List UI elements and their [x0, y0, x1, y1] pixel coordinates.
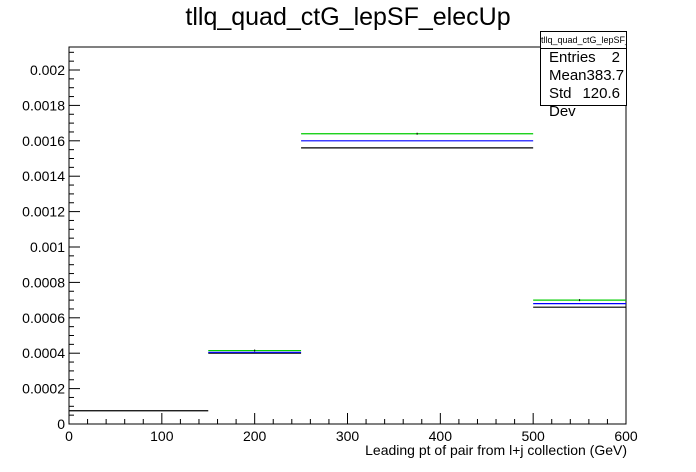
y-tick-label: 0 [57, 416, 65, 432]
stats-value: 120.6 [582, 85, 620, 102]
stats-value: 2 [611, 49, 620, 66]
y-tick-label: 0.0006 [22, 310, 65, 326]
y-tick-label: 0.002 [30, 62, 65, 78]
stats-label: Mean [549, 67, 587, 84]
stats-row-mean: Mean 383.7 [541, 67, 626, 85]
y-tick-label: 0.001 [30, 239, 65, 255]
y-tick-label: 0.0004 [22, 345, 65, 361]
stats-value: 383.7 [586, 67, 625, 84]
y-tick-label: 0.0014 [22, 168, 65, 184]
stats-label: Entries [549, 49, 596, 66]
y-tick-label: 0.0008 [22, 274, 65, 290]
x-tick-label: 600 [614, 428, 638, 444]
y-tick-label: 0.0016 [22, 133, 65, 149]
chart-title: tllq_quad_ctG_lepSF_elecUp [185, 3, 511, 31]
y-tick-label: 0.0018 [22, 97, 65, 113]
x-tick-label: 200 [243, 428, 267, 444]
x-tick-label: 500 [521, 428, 545, 444]
stats-box-title: tllq_quad_ctG_lepSF_elecUp [541, 32, 626, 49]
x-tick-label: 400 [429, 428, 453, 444]
x-tick-label: 300 [336, 428, 360, 444]
x-tick-label: 100 [150, 428, 174, 444]
y-tick-label: 0.0002 [22, 381, 65, 397]
x-axis-label: Leading pt of pair from l+j collection (… [365, 442, 627, 458]
y-tick-label: 0.0012 [22, 204, 65, 220]
stats-label: Std Dev [549, 85, 576, 120]
stats-row-stddev: Std Dev 120.6 [541, 85, 626, 121]
x-tick-label: 0 [65, 428, 73, 444]
stats-row-entries: Entries 2 [541, 49, 626, 67]
stats-box: tllq_quad_ctG_lepSF_elecUp Entries 2 Mea… [540, 31, 627, 120]
